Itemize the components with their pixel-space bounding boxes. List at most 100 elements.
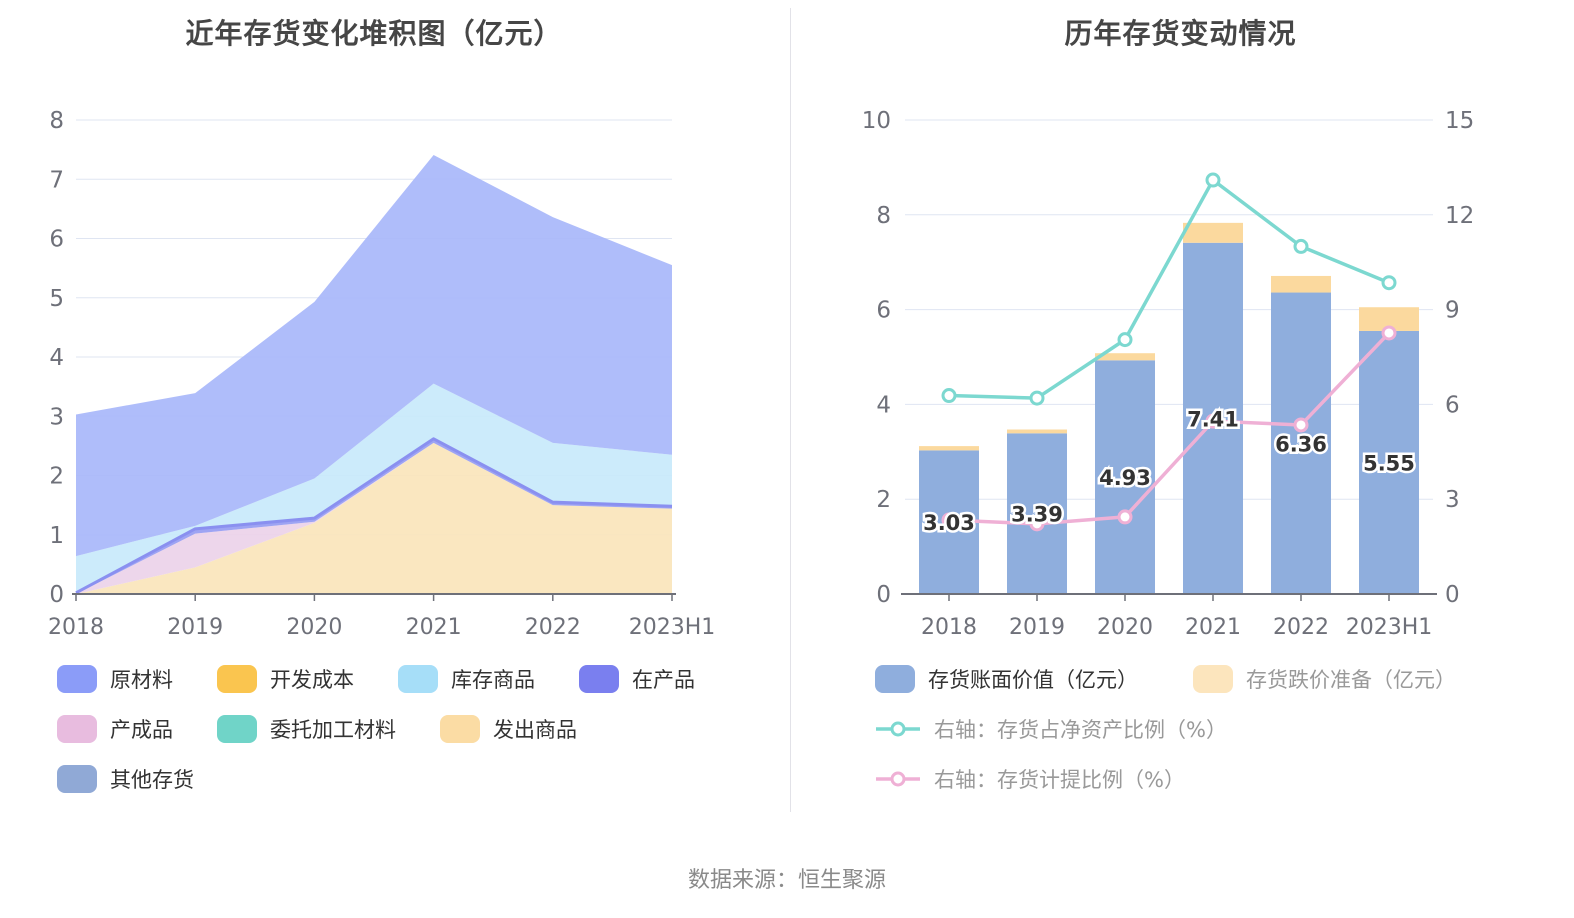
- legend-item-book-value[interactable]: 存货账面价值（亿元）: [875, 664, 1138, 694]
- y-axis-tick-label: 0: [49, 582, 64, 608]
- legend-item-consigned-processing-materials[interactable]: 委托加工材料: [217, 714, 396, 744]
- legend-item-label: 右轴：存货计提比例（%）: [934, 768, 1185, 792]
- legend-item-work-in-progress[interactable]: 在产品: [579, 664, 695, 694]
- left-axis-tick-label: 10: [862, 108, 891, 134]
- legend-item-label: 发出商品: [493, 718, 577, 742]
- area-shipped-goods: [76, 442, 672, 594]
- legend-item-raw-materials[interactable]: 原材料: [57, 664, 173, 694]
- bar-impairment-provision: [1183, 222, 1243, 243]
- right-chart-title: 历年存货变动情况: [1064, 17, 1297, 50]
- x-axis-tick-label: 2018: [48, 615, 104, 640]
- right-axis-tick-label: 9: [1445, 298, 1460, 324]
- marker-provision-ratio: [1117, 509, 1133, 525]
- marker-provision-ratio: [941, 512, 957, 528]
- left-chart-title: 近年存货变化堆积图（亿元）: [185, 17, 563, 50]
- area-finished-goods: [76, 442, 672, 594]
- legend-item-label: 产成品: [110, 718, 173, 742]
- legend-item-label: 开发成本: [270, 668, 354, 692]
- legend-swatch-icon: [579, 665, 619, 693]
- x-axis-tick-label: 2019: [167, 615, 223, 640]
- area-raw-materials: [76, 154, 672, 557]
- right-axis-tick-label: 3: [1445, 487, 1460, 513]
- bar-book-value: [1359, 330, 1419, 594]
- marker-provision-ratio: [1029, 516, 1045, 532]
- y-axis-tick-label: 6: [49, 227, 64, 253]
- bar-impairment-provision: [1095, 353, 1155, 361]
- legend-swatch-icon: [1193, 665, 1233, 693]
- y-axis-tick-label: 7: [49, 167, 64, 193]
- legend-item-impairment-provision[interactable]: 存货跌价准备（亿元）: [1193, 664, 1456, 694]
- legend-item-label: 库存商品: [451, 668, 535, 692]
- bar-line-chart-panel: 历年存货变动情况 2018 2019 2020 2021 2022 2023H1 0 2 4 6 8…: [787, 0, 1574, 918]
- line-net-asset-ratio: [947, 178, 1391, 400]
- bar-book-value: [1007, 433, 1067, 594]
- x-axis-ticks: [75, 594, 673, 601]
- stacked-area-chart-canvas: 2018 2019 2020 2021 2022 2023H1 0 1 2 3 4 5 6 7 8: [48, 108, 715, 640]
- legend-item-development-cost[interactable]: 开发成本: [217, 664, 354, 694]
- legend-item-label: 存货跌价准备（亿元）: [1246, 668, 1456, 692]
- left-axis-tick-label: 6: [876, 298, 891, 324]
- marker-net-asset-ratio: [1293, 238, 1309, 254]
- x-axis-tick-label: 2021: [406, 615, 462, 640]
- legend-row: 存货账面价值（亿元） 存货跌价准备（亿元）: [875, 664, 1456, 694]
- x-axis-tick-label: 2020: [1097, 615, 1153, 640]
- y-axis-tick-label: 8: [49, 108, 64, 134]
- bar-value-label: 4.93: [1099, 466, 1151, 490]
- legend-row: 右轴：存货计提比例（%）: [875, 764, 1456, 794]
- legend-swatch-icon: [217, 715, 257, 743]
- area-line-work-in-progress: [75, 437, 673, 595]
- left-axis-tick-label: 2: [876, 487, 891, 513]
- marker-net-asset-ratio: [1205, 172, 1221, 188]
- bar-impairment-provision: [1007, 429, 1067, 434]
- legend-item-finished-goods[interactable]: 产成品: [57, 714, 173, 744]
- bar-value-label: 5.55: [1363, 451, 1415, 475]
- x-axis-tick-label: 2022: [1273, 615, 1329, 640]
- legend-item-label: 右轴：存货占净资产比例（%）: [934, 718, 1227, 742]
- bar-value-label: 3.39: [1011, 503, 1063, 527]
- legend-item-provision-ratio[interactable]: 右轴：存货计提比例（%）: [875, 764, 1185, 794]
- bar-value-labels: 3.03 3.39 4.93 7.41 6.36 5.55: [921, 405, 1418, 538]
- legend-item-label: 存货账面价值（亿元）: [928, 668, 1138, 692]
- bar-impairment-provision: [919, 446, 979, 451]
- bar-value-label: 6.36: [1275, 432, 1327, 456]
- legend-item-net-asset-ratio[interactable]: 右轴：存货占净资产比例（%）: [875, 714, 1227, 744]
- bar-value-label: 3.03: [923, 511, 975, 535]
- legend-swatch-icon: [440, 715, 480, 743]
- right-axis-tick-label: 0: [1445, 582, 1460, 608]
- legend-swatch-icon: [57, 715, 97, 743]
- legend-item-other-inventory[interactable]: 其他存货: [57, 764, 194, 794]
- line-provision-ratio: [947, 331, 1391, 526]
- legend-swatch-icon: [57, 665, 97, 693]
- legend-line-marker-icon: [876, 721, 920, 737]
- legend-item-label: 原材料: [110, 668, 173, 692]
- legend-swatch-icon: [398, 665, 438, 693]
- legend-item-stock-goods[interactable]: 库存商品: [398, 664, 535, 694]
- legend-item-shipped-goods[interactable]: 发出商品: [440, 714, 577, 744]
- legend-item-label: 委托加工材料: [270, 718, 396, 742]
- left-axis-tick-label: 0: [876, 582, 891, 608]
- legend-swatch-icon: [57, 765, 97, 793]
- y-axis-tick-label: 4: [49, 345, 64, 371]
- left-axis-tick-label: 8: [876, 203, 891, 229]
- marker-net-asset-ratio: [1029, 390, 1045, 406]
- bar-impairment-provision: [1271, 275, 1331, 293]
- x-axis-tick-label: 2021: [1185, 615, 1241, 640]
- x-axis-ticks: [948, 594, 1390, 601]
- bar-line-chart-canvas: 2018 2019 2020 2021 2022 2023H1 0 2 4 6 8 10 0 3 6 9 12 1…: [862, 108, 1475, 640]
- legend-item-label: 在产品: [632, 668, 695, 692]
- y-axis-tick-label: 2: [49, 464, 64, 490]
- right-axis-tick-label: 15: [1445, 108, 1474, 134]
- axis-labels: 2018 2019 2020 2021 2022 2023H1 0 2 4 6 8 10 0 3 6 9 12 1…: [862, 108, 1475, 640]
- y-axis-tick-label: 3: [49, 404, 64, 430]
- y-axis-tick-label: 5: [49, 286, 64, 312]
- legend-line-marker-icon: [876, 771, 920, 787]
- y-axis-tick-label: 1: [49, 523, 64, 549]
- legend-item-label: 其他存货: [110, 768, 194, 792]
- area-stock-goods: [76, 383, 672, 593]
- left-axis-tick-label: 4: [876, 392, 891, 418]
- area-bands: [75, 154, 673, 595]
- marker-net-asset-ratio: [941, 388, 957, 404]
- x-axis-tick-label: 2018: [921, 615, 977, 640]
- data-source-note: 数据来源：恒生聚源: [687, 868, 886, 893]
